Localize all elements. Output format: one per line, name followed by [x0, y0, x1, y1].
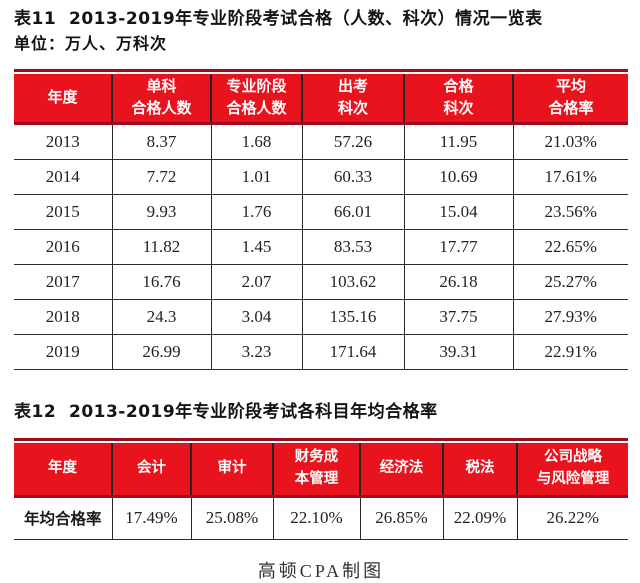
header-cell-professional-stage-passers: 专业阶段 合格人数: [211, 74, 303, 125]
table-cell: 17.61%: [513, 159, 628, 195]
header-cell-tax-law: 税法: [443, 442, 518, 498]
table-cell: 9.93: [112, 194, 212, 230]
table-row-2016: 2016 11.82 1.45 83.53 17.77 22.65%: [14, 229, 628, 265]
table-row-2019: 2019 26.99 3.23 171.64 39.31 22.91%: [14, 334, 628, 370]
header-cell-economic-law: 经济法: [360, 442, 444, 498]
table-cell: 1.01: [211, 159, 303, 195]
table-cell: 16.76: [112, 264, 212, 300]
table-cell: 10.69: [404, 159, 514, 195]
table-cell: 27.93%: [513, 299, 628, 335]
header-cell-average-pass-rate: 平均 合格率: [513, 74, 628, 125]
table-cell: 2014: [14, 159, 113, 195]
table12-title: 表12 2013-2019年专业阶段考试各科目年均合格率: [14, 401, 438, 422]
header-cell-exam-sittings: 出考 科次: [302, 74, 405, 125]
table-row-2013: 2013 8.37 1.68 57.26 11.95 21.03%: [14, 123, 628, 160]
table11-top-rule: [14, 69, 628, 72]
header-cell-financial-cost-management: 财务成 本管理: [273, 442, 361, 498]
table12-header-row: 年度 会计 审计 财务成 本管理 经济法 税法 公司战略 与风险管理: [14, 442, 628, 498]
unit-label: 单位：万人、万科次: [14, 34, 168, 53]
table-cell: 23.56%: [513, 194, 628, 230]
header-cell-auditing: 审计: [191, 442, 274, 498]
table-cell: 7.72: [112, 159, 212, 195]
table-cell: 2016: [14, 229, 113, 265]
table-cell: 22.10%: [273, 496, 361, 540]
table-cell: 26.18: [404, 264, 514, 300]
header-cell-year: 年度: [14, 442, 113, 498]
table-cell: 25.08%: [191, 496, 274, 540]
table12-top-rule: [14, 437, 628, 441]
header-cell-single-subject-passers: 单科 合格人数: [112, 74, 212, 125]
header-cell-year: 年度: [14, 74, 113, 125]
table-cell: 66.01: [302, 194, 405, 230]
table-cell: 103.62: [302, 264, 405, 300]
table-cell: 8.37: [112, 123, 212, 160]
table-cell: 39.31: [404, 334, 514, 370]
table-cell: 15.04: [404, 194, 514, 230]
table11-pass-overview: 年度 单科 合格人数 专业阶段 合格人数 出考 科次 合格 科次 平均 合格率 2013 …: [14, 74, 628, 370]
table-cell: 135.16: [302, 299, 405, 335]
header-cell-pass-sittings: 合格 科次: [404, 74, 514, 125]
table-cell: 2018: [14, 299, 113, 335]
row-label-annual-average-pass-rate: 年均合格率: [14, 496, 113, 540]
table-cell: 1.68: [211, 123, 303, 160]
table-row-2018: 2018 24.3 3.04 135.16 37.75 27.93%: [14, 299, 628, 335]
credit-label: 高顿CPA制图: [257, 560, 385, 581]
table-cell: 17.49%: [112, 496, 192, 540]
table-cell: 22.65%: [513, 229, 628, 265]
table-cell: 3.04: [211, 299, 303, 335]
table-cell: 83.53: [302, 229, 405, 265]
table12-data-row: 年均合格率 17.49% 25.08% 22.10% 26.85% 22.09%…: [14, 496, 628, 540]
table-cell: 22.91%: [513, 334, 628, 370]
table-cell: 2019: [14, 334, 113, 370]
table-cell: 17.77: [404, 229, 514, 265]
table-cell: 2013: [14, 123, 113, 160]
table12-subject-pass-rates: 年度 会计 审计 财务成 本管理 经济法 税法 公司战略 与风险管理 年均合格率 1…: [14, 442, 628, 540]
table-cell: 11.82: [112, 229, 212, 265]
table-cell: 25.27%: [513, 264, 628, 300]
table-cell: 1.76: [211, 194, 303, 230]
table-cell: 22.09%: [443, 496, 518, 540]
table-cell: 2017: [14, 264, 113, 300]
table-cell: 171.64: [302, 334, 405, 370]
table11-header-row: 年度 单科 合格人数 专业阶段 合格人数 出考 科次 合格 科次 平均 合格率: [14, 74, 628, 125]
table-cell: 2.07: [211, 264, 303, 300]
table-cell: 3.23: [211, 334, 303, 370]
header-cell-strategy-risk-management: 公司战略 与风险管理: [517, 442, 628, 498]
table-cell: 57.26: [302, 123, 405, 160]
table-cell: 24.3: [112, 299, 212, 335]
table-row-2017: 2017 16.76 2.07 103.62 26.18 25.27%: [14, 264, 628, 300]
table-cell: 11.95: [404, 123, 514, 160]
table-cell: 2015: [14, 194, 113, 230]
table-cell: 21.03%: [513, 123, 628, 160]
table-cell: 26.85%: [360, 496, 444, 540]
table11-title: 表11 2013-2019年专业阶段考试合格（人数、科次）情况一览表: [14, 9, 543, 29]
table-cell: 1.45: [211, 229, 303, 265]
header-cell-accounting: 会计: [112, 442, 192, 498]
table-cell: 60.33: [302, 159, 405, 195]
table-cell: 26.22%: [517, 496, 628, 540]
table-cell: 37.75: [404, 299, 514, 335]
table-cell: 26.99: [112, 334, 212, 370]
table-row-2014: 2014 7.72 1.01 60.33 10.69 17.61%: [14, 159, 628, 195]
table-row-2015: 2015 9.93 1.76 66.01 15.04 23.56%: [14, 194, 628, 230]
